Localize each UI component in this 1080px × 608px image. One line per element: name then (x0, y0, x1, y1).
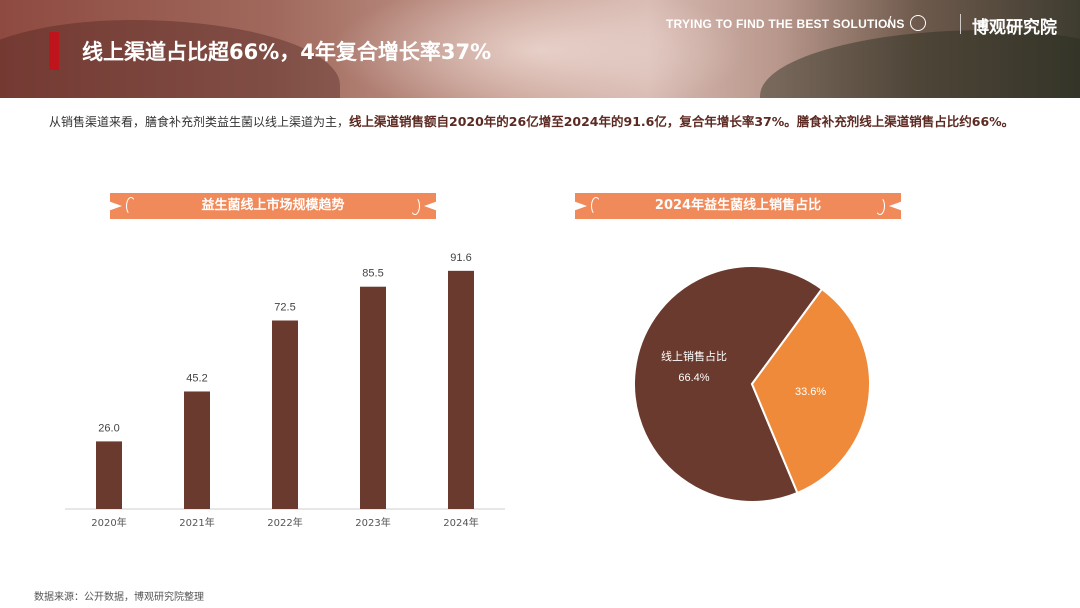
pie-slice-other (750, 287, 871, 495)
title-accent-bar (49, 32, 59, 70)
pie-chart-title: 2024年益生菌线上销售占比 (654, 198, 822, 213)
description-text: 从销售渠道来看，膳食补充剂类益生菌以线上渠道为主，线上渠道销售额自2020年的2… (49, 111, 1039, 133)
bar (360, 286, 386, 509)
x-tick-label: 2020年 (91, 516, 126, 529)
bar-value-label: 26.0 (98, 422, 119, 434)
bar (448, 270, 474, 509)
ribbon-curl-left (126, 197, 136, 215)
bar-chart-title: 益生菌线上市场规模趋势 (201, 198, 345, 213)
pie-chart-ribbon: 2024年益生菌线上销售占比 (575, 193, 901, 219)
data-source-note: 数据来源：公开数据，博观研究院整理 (34, 592, 204, 603)
header-banner: 线上渠道占比超66%，4年复合增长率37% TRYING TO FIND THE… (0, 0, 1080, 98)
mountain-ridge-right (760, 30, 1080, 98)
bar-chart-ribbon: 益生菌线上市场规模趋势 (110, 193, 436, 219)
bar-value-label: 72.5 (274, 302, 295, 314)
pie-chart: 线上销售占比 66.4% 33.6% (633, 265, 871, 503)
logo-divider (960, 14, 961, 34)
bar-value-label: 91.6 (450, 252, 471, 264)
ribbon-curl-right (875, 197, 885, 215)
x-tick-label: 2024年 (443, 516, 478, 529)
description-part-1: 从销售渠道来看，膳食补充剂类益生菌以线上渠道为主， (49, 115, 350, 129)
tagline: TRYING TO FIND THE BEST SOLUTIONS (666, 17, 905, 31)
bar (184, 391, 210, 509)
x-tick-label: 2022年 (267, 516, 302, 529)
x-tick-label: 2023年 (355, 516, 390, 529)
x-tick-label: 2021年 (179, 516, 214, 529)
bar-value-label: 85.5 (362, 268, 383, 280)
bar-chart: 26.0 2020年 45.2 2021年 72.5 2022年 85.5 2023年 91.6… (65, 252, 505, 529)
header-mist (330, 0, 750, 98)
tagline-separator: / (887, 15, 892, 30)
description-highlight: 线上渠道销售额自2020年的26亿增至2024年的91.6亿，复合年增长率37%… (349, 114, 1015, 129)
ribbon-curl-right (410, 197, 420, 215)
bar (96, 441, 122, 509)
pie-slice-name-label: 线上销售占比 (661, 349, 727, 363)
pie-slice-online (633, 265, 824, 503)
pie-slice-value-label: 33.6% (795, 386, 826, 398)
pie-slice-value-label: 66.4% (678, 372, 709, 384)
logo-icon (910, 15, 926, 31)
brand-name: 博观研究院 (972, 18, 1057, 38)
bar-value-label: 45.2 (186, 372, 207, 384)
bar (272, 320, 298, 509)
ribbon-curl-left (591, 197, 601, 215)
page-title: 线上渠道占比超66%，4年复合增长率37% (82, 40, 492, 64)
